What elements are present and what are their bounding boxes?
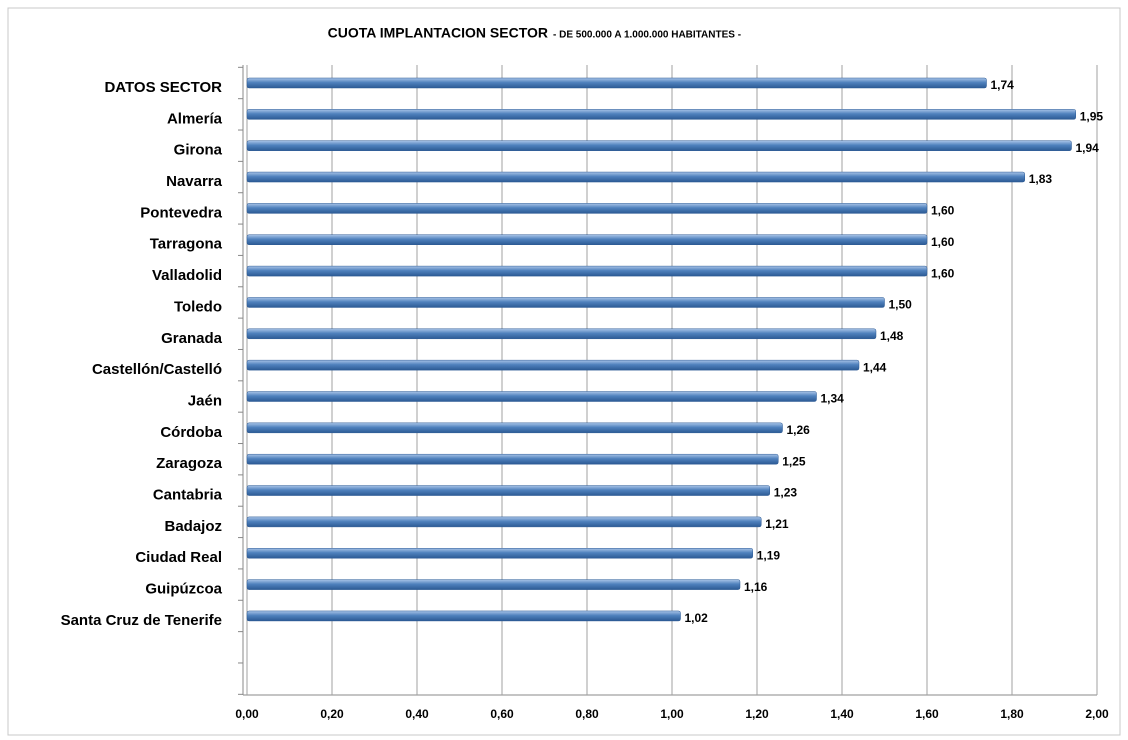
- y-tick-label: Granada: [161, 330, 223, 347]
- y-tick-label: Toledo: [174, 298, 222, 315]
- value-label: 1,16: [744, 580, 768, 594]
- x-tick-label: 0,20: [320, 707, 344, 721]
- value-label: 1,60: [931, 204, 955, 218]
- x-tick-label: 0,80: [575, 707, 599, 721]
- bar: [246, 109, 1076, 120]
- bar: [246, 610, 681, 622]
- bar: [246, 548, 753, 559]
- y-tick-label: Jaén: [188, 392, 222, 409]
- value-label: 1,02: [685, 611, 709, 625]
- bar: [246, 391, 817, 402]
- x-tick-label: 0,40: [405, 707, 429, 721]
- value-label: 1,19: [757, 548, 781, 562]
- y-tick-label: Navarra: [166, 173, 223, 190]
- bar: [246, 328, 877, 340]
- value-label: 1,60: [931, 235, 955, 249]
- y-tick-label: Guipúzcoa: [145, 581, 222, 598]
- y-tick-label: Almería: [167, 110, 223, 127]
- y-tick-label: Ciudad Real: [135, 549, 222, 566]
- bar: [246, 453, 779, 465]
- bar: [246, 516, 762, 528]
- y-tick-label: Castellón/Castelló: [92, 361, 222, 378]
- x-tick-label: 1,00: [660, 707, 684, 721]
- value-label: 1,48: [880, 329, 904, 343]
- y-tick-label: DATOS SECTOR: [104, 79, 222, 96]
- chart-subtitle: - DE 500.000 A 1.000.000 HABITANTES -: [553, 30, 741, 41]
- y-tick-label: Cantabria: [153, 487, 223, 504]
- value-label: 1,74: [991, 78, 1015, 92]
- bar: [246, 265, 928, 277]
- y-tick-label: Badajoz: [164, 518, 222, 535]
- value-label: 1,94: [1076, 141, 1100, 155]
- bar: [246, 234, 928, 245]
- y-tick-label: Pontevedra: [140, 204, 222, 221]
- value-label: 1,21: [765, 517, 789, 531]
- bar: [246, 140, 1072, 151]
- chart-title: CUOTA IMPLANTACION SECTOR: [328, 25, 548, 41]
- x-tick-label: 0,00: [235, 707, 259, 721]
- y-tick-label: Tarragona: [150, 236, 223, 253]
- bar: [246, 422, 783, 434]
- bar: [246, 579, 741, 590]
- y-tick-label: Zaragoza: [156, 455, 223, 472]
- bar: [246, 77, 987, 89]
- x-tick-label: 1,80: [1000, 707, 1024, 721]
- x-tick-label: 2,00: [1085, 707, 1109, 721]
- value-label: 1,34: [821, 392, 845, 406]
- x-tick-label: 1,40: [830, 707, 854, 721]
- bar: [246, 297, 885, 308]
- x-tick-label: 1,20: [745, 707, 769, 721]
- bar: [246, 359, 860, 371]
- x-tick-label: 0,60: [490, 707, 514, 721]
- x-tick-label: 1,60: [915, 707, 939, 721]
- value-label: 1,26: [787, 423, 811, 437]
- value-label: 1,83: [1029, 172, 1053, 186]
- y-tick-label: Santa Cruz de Tenerife: [61, 612, 222, 629]
- bar: [246, 485, 770, 496]
- y-tick-label: Valladolid: [152, 267, 222, 284]
- y-tick-label: Girona: [174, 142, 223, 159]
- bar: [246, 203, 928, 214]
- y-tick-label: Córdoba: [160, 424, 222, 441]
- value-label: 1,44: [863, 360, 887, 374]
- value-label: 1,60: [931, 266, 955, 280]
- value-label: 1,95: [1080, 110, 1104, 124]
- value-label: 1,23: [774, 486, 798, 500]
- bar: [246, 171, 1025, 183]
- value-label: 1,25: [782, 454, 806, 468]
- value-label: 1,50: [889, 298, 913, 312]
